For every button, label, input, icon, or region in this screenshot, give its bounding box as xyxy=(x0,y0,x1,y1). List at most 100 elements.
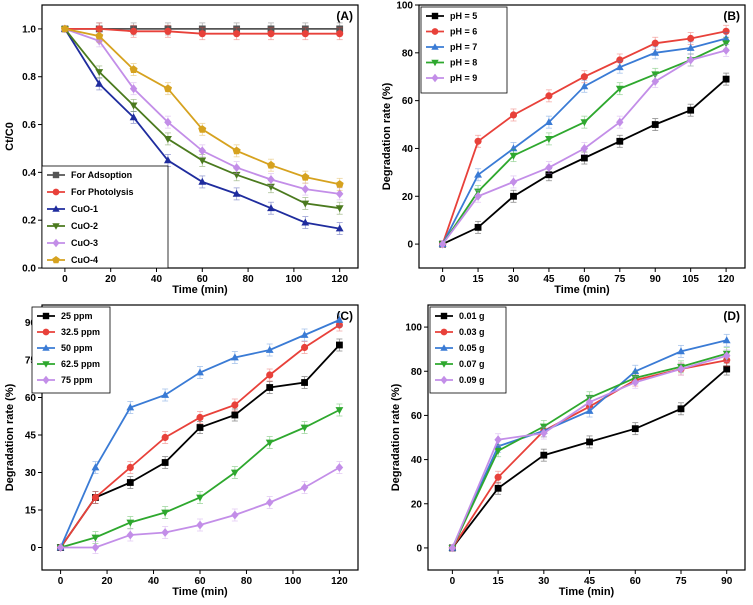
legend: 25 ppm 32.5 ppm 50 ppm 62.5 ppm 75 ppm xyxy=(31,306,111,394)
data-point xyxy=(677,405,685,413)
plot-frame xyxy=(427,304,746,571)
x-tick-label: 45 xyxy=(584,576,596,587)
y-tick-label: 0.8 xyxy=(22,72,36,83)
data-point xyxy=(232,189,241,197)
data-point xyxy=(232,171,241,179)
legend-marker xyxy=(52,205,60,212)
x-tick-label: 0 xyxy=(450,576,456,587)
legend-box xyxy=(41,165,169,269)
data-point xyxy=(164,136,172,143)
x-tick-label: 120 xyxy=(331,274,348,285)
data-point xyxy=(494,473,502,481)
data-point xyxy=(545,136,553,143)
y-tick-label: 0 xyxy=(407,240,413,251)
data-point xyxy=(336,30,344,38)
data-point xyxy=(539,423,548,431)
data-point xyxy=(232,146,241,155)
data-point xyxy=(545,171,553,179)
data-point xyxy=(231,510,239,520)
data-point xyxy=(722,336,731,344)
data-point xyxy=(267,25,275,33)
data-point xyxy=(91,543,100,552)
data-point xyxy=(230,353,239,361)
legend-marker xyxy=(42,344,50,351)
data-point xyxy=(723,365,731,373)
data-point xyxy=(301,379,308,386)
data-point xyxy=(335,180,344,188)
y-tick-label: 30 xyxy=(25,468,37,479)
data-point xyxy=(267,175,275,184)
x-axis-label: Time (min) xyxy=(559,586,615,598)
data-point xyxy=(723,351,731,361)
data-point xyxy=(126,463,134,472)
data-point xyxy=(161,433,169,442)
data-point xyxy=(580,82,589,90)
y-axis-label: Degradation rate (%) xyxy=(4,383,16,491)
data-point xyxy=(651,48,660,56)
legend-marker xyxy=(52,171,60,179)
data-point xyxy=(335,189,344,199)
data-point xyxy=(586,438,593,446)
data-point xyxy=(233,30,241,38)
legend-label: pH = 9 xyxy=(450,73,477,83)
data-point xyxy=(335,407,344,415)
data-point xyxy=(336,341,343,349)
data-point xyxy=(616,56,624,64)
data-point xyxy=(126,519,135,527)
legend-marker xyxy=(431,28,439,35)
y-tick-label: 90 xyxy=(25,318,37,329)
x-tick-label: 100 xyxy=(286,274,303,285)
legend-label: 0.03 g xyxy=(459,327,485,337)
data-point xyxy=(335,315,344,323)
x-tick-label: 20 xyxy=(101,576,113,587)
x-tick-label: 60 xyxy=(579,274,591,285)
data-point xyxy=(230,469,239,477)
legend-marker xyxy=(431,43,439,50)
data-point xyxy=(615,63,624,71)
data-point xyxy=(198,25,206,33)
data-point xyxy=(95,79,104,87)
y-tick-label: 40 xyxy=(402,144,414,155)
data-point xyxy=(580,73,588,81)
legend-marker xyxy=(42,312,50,320)
data-point xyxy=(267,183,275,191)
x-tick-label: 45 xyxy=(543,274,555,285)
data-point xyxy=(301,30,309,38)
x-tick-label: 30 xyxy=(538,576,550,587)
x-tick-label: 80 xyxy=(241,576,253,587)
legend-label: pH = 8 xyxy=(450,58,477,68)
data-point xyxy=(651,39,659,47)
x-tick-label: 90 xyxy=(650,274,662,285)
y-tick-label: 0 xyxy=(30,543,36,554)
data-point xyxy=(126,479,134,486)
panel-b: 0 15 30 45 60 75 90 105 120 0 20 40 60 80 100 Time (min… xyxy=(381,1,746,296)
data-point xyxy=(164,156,172,164)
data-point xyxy=(494,435,502,445)
y-tick-label: 100 xyxy=(405,323,422,334)
legend-marker xyxy=(42,361,50,368)
legend-marker xyxy=(440,328,448,336)
series-0 xyxy=(439,72,730,248)
y-tick-label: 75 xyxy=(25,356,37,367)
legend-marker xyxy=(431,59,439,67)
data-point xyxy=(198,30,206,38)
data-point xyxy=(335,205,344,213)
y-axis-label: Ct/C0 xyxy=(4,122,16,151)
data-point xyxy=(686,55,695,65)
data-point xyxy=(300,424,309,432)
data-point xyxy=(580,119,589,127)
data-point xyxy=(266,371,274,379)
data-point xyxy=(631,377,639,387)
plot-frame xyxy=(418,4,746,269)
x-tick-label: 15 xyxy=(493,576,505,587)
y-tick-label: 100 xyxy=(396,1,413,12)
panel-label: (D) xyxy=(723,309,740,323)
data-point xyxy=(95,25,103,33)
data-point xyxy=(126,403,135,411)
data-point xyxy=(616,137,624,145)
legend-label: 75 ppm xyxy=(61,375,93,385)
legend-label: CuO-1 xyxy=(71,204,98,214)
data-point xyxy=(266,498,274,507)
data-point xyxy=(231,411,239,419)
